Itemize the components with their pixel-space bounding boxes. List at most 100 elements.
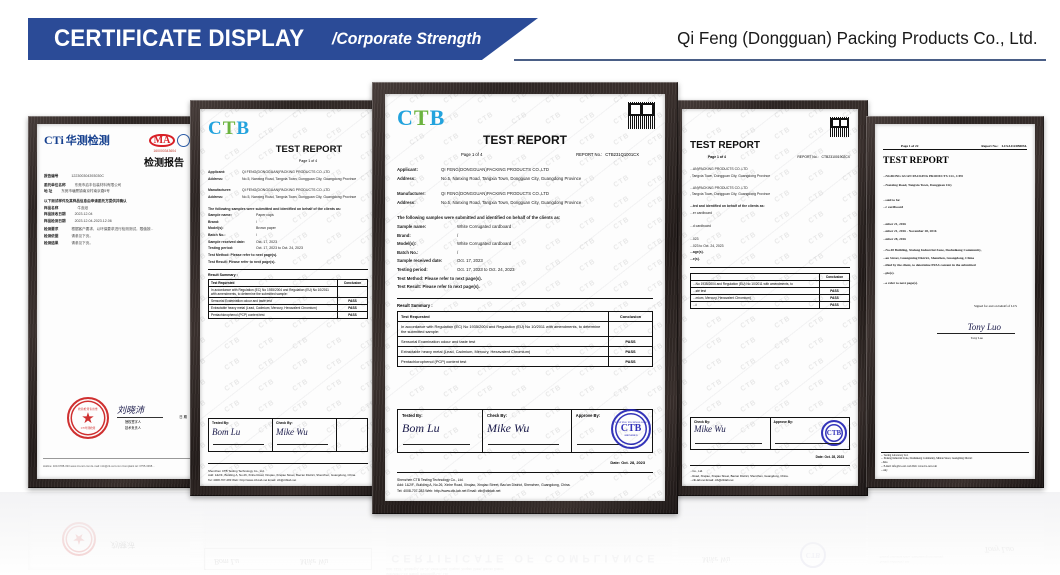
field-value: ...023 to Oct. 24, 2023 [690,243,724,248]
stamp-center-text: CTB [620,423,642,434]
test-result: ...e(s). [690,257,700,262]
page-number: Page 1 of 4 [461,152,483,157]
signature: Tony Luo [967,321,1001,332]
field-value: , Tangxia Town, Dongguan City, Guangdong… [690,173,771,178]
table-row: ...t PASS [690,300,850,309]
certificate-ctb-center[interactable]: CTB CTB CTB CTB CTB CTB CTB CTB CTB CTB CTB CTB CTB C… [372,82,678,514]
result-summary-table: Conclusion ...No 1935/2004 and Regulatio… [690,272,850,309]
report-title: TEST REPORT [690,140,761,151]
footer-line: ...hina [881,461,888,465]
intro-text: ...ted and identified on behalf of the c… [690,204,765,209]
divider [397,297,653,299]
date-line: ...mber 21, 2016 [883,221,906,226]
signature-line [695,443,762,444]
result-summary-table: Test Requested Conclusion In accordance … [208,279,368,320]
body-line: ...ified by the client, to determine PFA… [883,263,976,268]
field-label: Batch No.: [208,233,226,238]
signature-line [403,444,470,445]
report-no-label: Report No.: [981,144,999,148]
table-cell-test: Pentachlorophenol (PCP) content test [397,355,609,367]
divider [208,269,368,271]
table-row: Sensorial Examination odour and taste te… [397,335,653,347]
stamp-ring-text: 检验检测专用章 [78,407,98,411]
signoff-check-by: Check By: Mike Wu [691,418,771,449]
report-no: CTB231Q1001CX [605,152,639,157]
signature-line [277,444,328,445]
field-label: Testing period: [397,266,428,272]
intro-text: The following samples were submitted and… [397,215,561,221]
table-cell-test: Pentachlorophenol (PCP) content test [208,311,338,320]
field-value: No.5, Nanxing Road, Tangxia Town, Donggu… [441,199,582,205]
footer-line: ... E-mail: info@lcs-cert.com Web: www.l… [881,465,937,469]
table-row: Pentachlorophenol (PCP) content test PAS… [397,355,653,367]
certificate-paper: CTB CTB CTB CTB CTB CTB CTB CTB CTB CTB CTB CTB CTB C… [200,109,376,486]
table-cell-conclusion [337,286,368,299]
signoff-label: Tested By: [402,413,423,418]
field-value: / [457,232,459,238]
certificate-ctb-right[interactable]: CTB CTB CTB CTB CTB CTB CTB CTB CTB CTB CTB CTB CTB C… [672,100,868,496]
table-cell-conclusion: PASS [608,355,653,367]
signoff-label: Check By: [276,421,293,425]
field-value: Oct. 17, 2023 to Oct. 24, 2023 [457,266,515,272]
field-value: Oct. 17, 2023 to Oct. 24, 2023 [256,246,303,251]
footer-divider [690,465,850,466]
cma-accreditation-icon: MA [149,133,175,147]
signoff-approve-by [337,419,367,451]
table-header-row: Test Requested Conclusion [208,279,368,288]
test-method: Test Method: Please refer to next page(s… [208,253,278,258]
signature: 刘晓沛 [117,405,145,415]
signoff-label: Approve By: [575,413,601,418]
footer-divider [208,463,368,464]
table-cell-conclusion: PASS [337,304,368,313]
table-cell-conclusion: PASS [819,293,850,302]
footer-divider [397,472,653,473]
field-label: Address: [397,175,416,181]
table-cell-test: ...ste test [690,286,820,295]
table-row: ...ste test PASS [690,286,850,295]
report-title: TEST REPORT [482,133,567,147]
table-cell-conclusion: PASS [819,300,850,309]
signoff-label: Check By: [694,420,711,424]
field-label: Brand: [208,219,220,224]
table-cell-test: ...No 1935/2004 and Regulation (EU) No 1… [690,279,820,288]
cma-number: 160000343604 [153,149,176,153]
signature: Mike Wu [694,424,726,434]
signature-line [488,444,559,445]
certificate-ctb-paper-cups[interactable]: CTB CTB CTB CTB CTB CTB CTB CTB CTB CTB CTB CTB CTB C… [190,100,386,496]
signature-line [213,444,264,445]
signoff-check-by: Check By: Mike Wu [483,410,572,452]
field-label: Address: [397,199,416,205]
field-value: 请参见下页。 [71,234,93,239]
certificate-cti-inspection-report[interactable]: CTi 华测检测 MA 160000343604 检测报告 报告编号 12230… [28,116,206,488]
field-value: White Corrugated cardboard [457,223,512,229]
field-value: QI FENG(DONGGUAN)PACKING PRODUCTS CO.,LT… [242,170,330,174]
table-row: In accordance with Regulation (EC) No 19… [397,320,653,337]
field-value: / [457,249,459,255]
header-banner: CERTIFICATE DISPLAY /Corporate Strength [28,18,538,60]
cti-logo: CTi [44,132,64,147]
table-header: Conclusion [608,310,653,322]
page-number: Page 1 of 4 [298,159,318,163]
table-row: ...No 1935/2004 and Regulation (EU) No 1… [690,279,850,288]
signoff-approve-by: Approve By: [572,410,652,452]
table-cell-test: Sensorial Examination odour and taste te… [397,335,609,347]
signature-title: 授权签字人 [125,420,141,424]
field-label: Sample name: [397,223,427,229]
frame-bevel [372,82,678,514]
certificate-paper: Page 1 of 22 Report No.: LCSA1122B00SL T… [875,124,1035,479]
field-label: 检测结果 [44,240,59,245]
field-value: 2023.12.04-2023.12.06 [74,218,112,223]
applicant: ...NGDONG GUAN PACKING PRODUCTS CO., LTD [883,174,963,178]
footer-divider [881,452,1029,453]
field-value: White Corrugated cardboard [457,241,512,247]
field-value: No.5, Nanxing Road, Tangxia Town, Donggu… [441,175,582,181]
signoff-box: Tested By: Bom Lu Check By: Mike Wu Appr… [397,409,653,453]
certificate-lcs-test-report[interactable]: Page 1 of 22 Report No.: LCSA1122B00SL T… [866,116,1044,488]
report-no: CTB231001902CX [821,155,850,159]
test-result: Test Result: Please refer to next page(s… [208,259,276,264]
ctb-approval-stamp: TESTING TECHNOLOGY CTB SHENZHEN [611,409,651,449]
report-title: TEST REPORT [883,156,949,166]
signature-title: 技术负责人 [125,426,141,430]
signature: Mike Wu [276,427,308,437]
field-value: ...AN)PACKING PRODUCTS CO.,LTD [690,167,748,171]
